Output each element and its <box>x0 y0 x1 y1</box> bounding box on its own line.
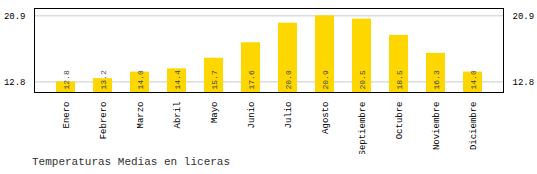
svg-text:Septiembre: Septiembre <box>358 102 368 155</box>
svg-text:20.0: 20.0 <box>284 70 293 89</box>
svg-text:Marzo: Marzo <box>136 102 146 129</box>
svg-text:12.8: 12.8 <box>513 78 535 88</box>
svg-text:Junio: Junio <box>247 102 257 129</box>
svg-text:Abril: Abril <box>173 102 183 129</box>
svg-text:17.6: 17.6 <box>247 70 256 89</box>
svg-text:Julio: Julio <box>284 102 294 129</box>
svg-text:12.8: 12.8 <box>62 70 71 89</box>
svg-text:Octubre: Octubre <box>395 102 405 140</box>
html-text:Temperaturas Medias en liceras: Temperaturas Medias en liceras <box>32 156 230 168</box>
svg-text:14.4: 14.4 <box>173 70 182 89</box>
svg-text:14.0: 14.0 <box>136 70 145 89</box>
svg-text:15.7: 15.7 <box>210 70 219 89</box>
svg-text:20.5: 20.5 <box>358 70 367 89</box>
svg-text:20.9: 20.9 <box>4 12 26 22</box>
svg-text:16.3: 16.3 <box>432 70 441 89</box>
svg-text:Noviembre: Noviembre <box>432 102 442 151</box>
svg-text:14.0: 14.0 <box>469 70 478 89</box>
svg-text:20.9: 20.9 <box>321 70 330 89</box>
svg-text:12.8: 12.8 <box>4 78 26 88</box>
svg-text:Mayo: Mayo <box>210 102 220 124</box>
svg-text:20.9: 20.9 <box>513 12 535 22</box>
svg-text:Diciembre: Diciembre <box>469 102 479 151</box>
svg-text:Febrero: Febrero <box>99 102 109 140</box>
svg-text:Agosto: Agosto <box>321 102 331 134</box>
svg-text:13.2: 13.2 <box>99 70 108 89</box>
svg-text:Enero: Enero <box>62 102 72 129</box>
svg-text:18.5: 18.5 <box>395 70 404 89</box>
